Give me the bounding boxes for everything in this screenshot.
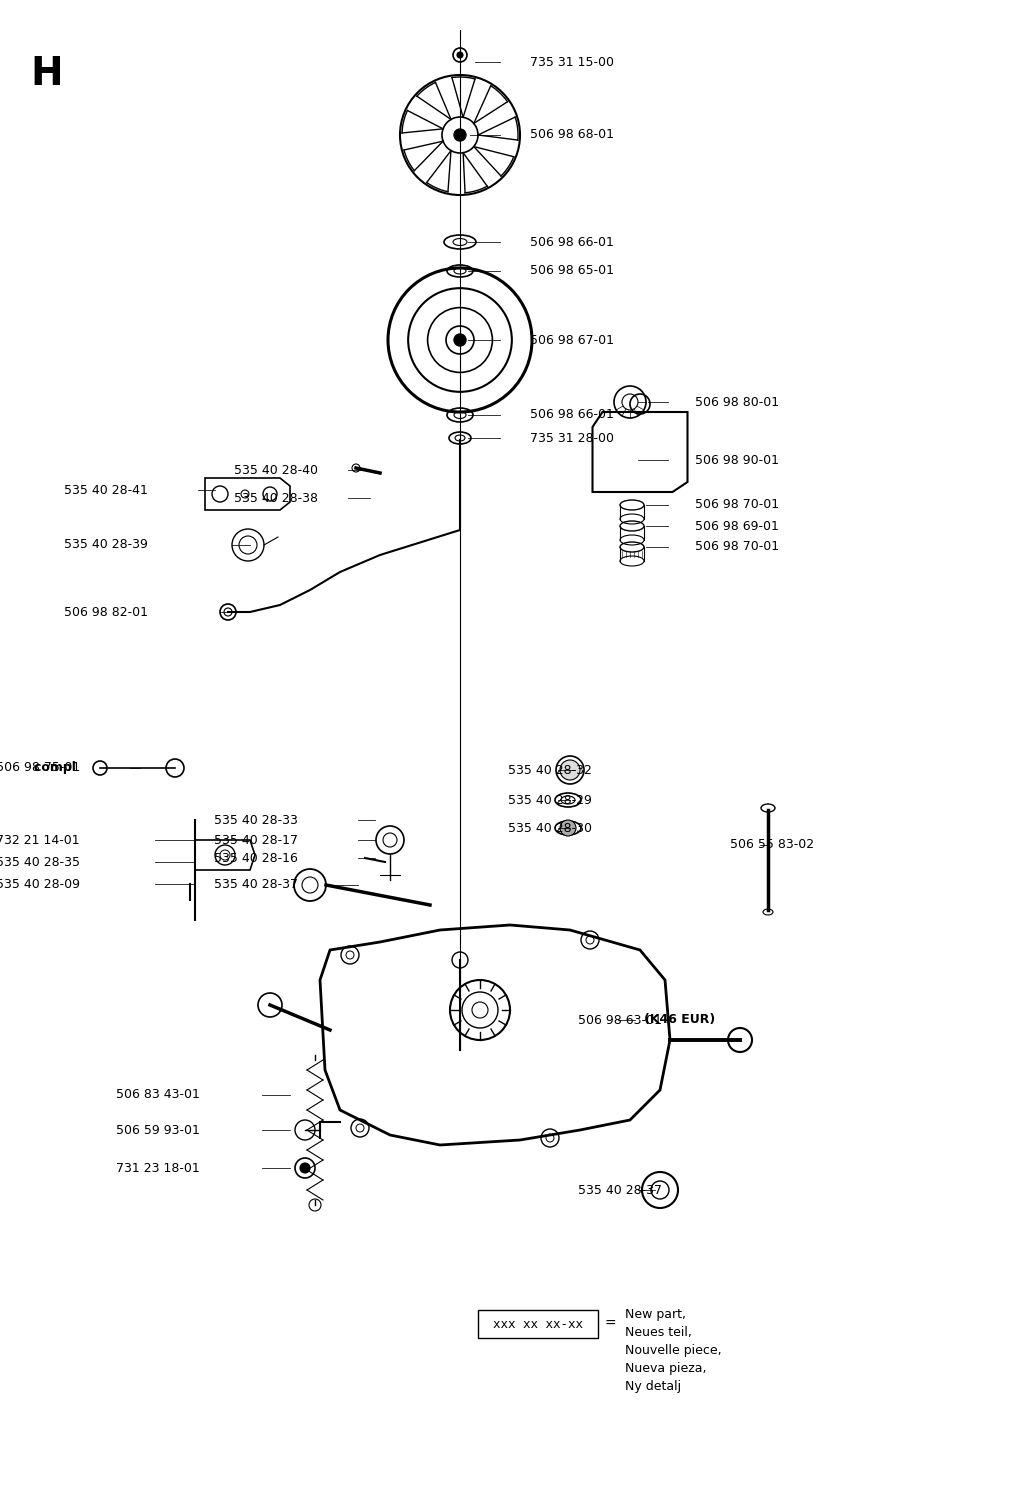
Text: 535 40 28-33: 535 40 28-33 <box>214 813 298 827</box>
Text: 506 98 82-01: 506 98 82-01 <box>63 606 148 619</box>
Text: 506 83 43-01: 506 83 43-01 <box>116 1089 200 1101</box>
Text: 506 98 66-01: 506 98 66-01 <box>530 236 613 249</box>
Circle shape <box>457 52 463 58</box>
Text: =: = <box>604 1317 615 1331</box>
Text: 535 40 28-29: 535 40 28-29 <box>508 794 592 807</box>
Text: 535 40 28-30: 535 40 28-30 <box>508 822 592 834</box>
Text: 535 40 28-32: 535 40 28-32 <box>508 764 592 776</box>
Text: 535 40 28-09: 535 40 28-09 <box>0 877 80 891</box>
Text: 506 98 67-01: 506 98 67-01 <box>530 334 614 346</box>
Text: 535 40 28-35: 535 40 28-35 <box>0 855 80 868</box>
Text: 506 98 66-01: 506 98 66-01 <box>530 409 613 422</box>
Text: 732 21 14-01: 732 21 14-01 <box>0 834 80 846</box>
Circle shape <box>300 1162 310 1173</box>
Text: 506 98 68-01: 506 98 68-01 <box>530 128 614 142</box>
Text: H: H <box>30 55 62 93</box>
Bar <box>478 1310 598 1338</box>
Circle shape <box>454 334 466 346</box>
Text: 731 23 18-01: 731 23 18-01 <box>117 1161 200 1174</box>
Text: 506 98 70-01: 506 98 70-01 <box>695 540 779 554</box>
Text: 535 40 28-38: 535 40 28-38 <box>234 491 318 504</box>
Text: 506 98 65-01: 506 98 65-01 <box>530 264 614 278</box>
Text: 735 31 28-00: 735 31 28-00 <box>530 431 614 445</box>
Text: New part,
Neues teil,
Nouvelle piece,
Nueva pieza,
Ny detalj: New part, Neues teil, Nouvelle piece, Nu… <box>625 1308 722 1394</box>
Text: 506 98 69-01: 506 98 69-01 <box>695 519 779 533</box>
Text: 506 98 80-01: 506 98 80-01 <box>695 395 779 409</box>
Text: 735 31 15-00: 735 31 15-00 <box>530 55 614 69</box>
Circle shape <box>560 821 575 836</box>
Text: 535 40 28-37: 535 40 28-37 <box>578 1183 662 1197</box>
Text: 506 59 93-01: 506 59 93-01 <box>116 1123 200 1137</box>
Text: xxx xx xx-xx: xxx xx xx-xx <box>493 1317 583 1331</box>
Text: (K46 EUR): (K46 EUR) <box>644 1013 715 1026</box>
Text: 506 98 63-01: 506 98 63-01 <box>578 1013 666 1026</box>
Text: 506 55 83-02: 506 55 83-02 <box>730 839 814 852</box>
Text: 535 40 28-17: 535 40 28-17 <box>214 834 298 846</box>
Text: 535 40 28-16: 535 40 28-16 <box>214 852 298 864</box>
Text: compl 506 98 75-01: compl 506 98 75-01 <box>0 761 80 774</box>
Text: 506 98 90-01: 506 98 90-01 <box>695 454 779 467</box>
Circle shape <box>454 128 466 142</box>
Text: 506 98 70-01: 506 98 70-01 <box>695 498 779 512</box>
Text: 535 40 28-41: 535 40 28-41 <box>65 483 148 497</box>
Text: 535 40 28-37: 535 40 28-37 <box>214 879 298 892</box>
Circle shape <box>560 759 580 780</box>
Text: compl: compl <box>34 761 80 774</box>
Text: 535 40 28-39: 535 40 28-39 <box>65 539 148 552</box>
Text: 535 40 28-40: 535 40 28-40 <box>234 464 318 476</box>
